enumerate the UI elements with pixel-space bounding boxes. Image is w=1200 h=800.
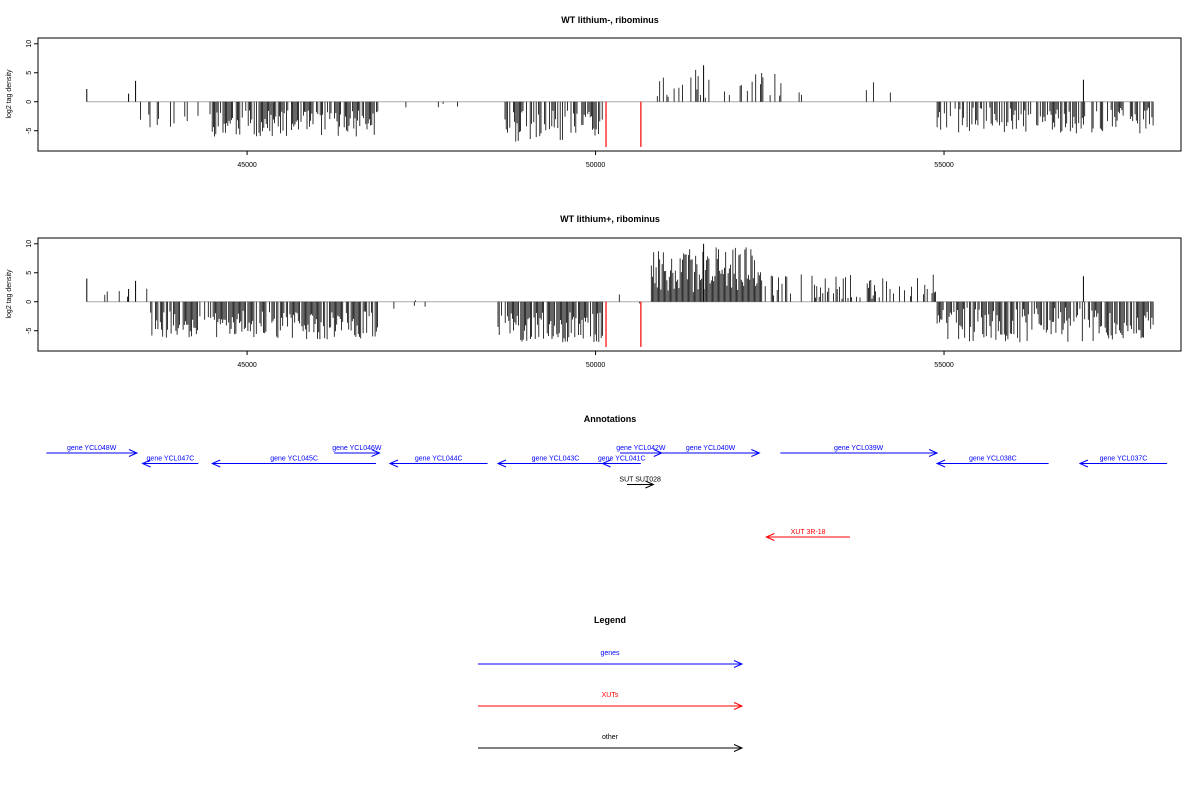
feature-arrow-head [935,459,946,468]
feature-label: gene YCL037C [1100,456,1148,463]
feature-arrow-head [751,449,761,457]
feature-arrow-head [388,459,399,468]
feature-arrow-head [601,459,611,468]
track-panel-lithium-minus: WT lithium-, ribominus log2 tag density … [6,15,1182,169]
annotations-title: Annotations [584,414,637,424]
y-tick-label: 0 [26,100,33,104]
feature-label: gene YCL048W [67,445,117,452]
annotation-feature: gene YCL041C [598,456,646,468]
annotation-feature: gene YCL039W [780,445,939,457]
legend: Legend genes XUTs other [478,615,744,752]
annotation-feature: gene YCL048W [46,445,139,457]
annotation-feature: gene YCL045C [210,456,377,468]
annotation-feature: gene YCL047C [141,456,199,468]
feature-label: XUT 3R-18 [791,529,826,536]
x-tick-label: 50000 [586,362,606,369]
feature-label: gene YCL041C [598,456,646,463]
legend-label: XUTs [602,692,619,699]
legend-arrow-head [733,744,744,752]
feature-label: gene YCL042W [616,445,666,452]
x-axis: 45000 50000 55000 [237,151,954,169]
feature-label: gene YCL046W [332,445,382,452]
feature-arrow-head [765,533,775,541]
red-markers [605,101,642,147]
feature-label: gene YCL039W [834,445,884,452]
legend-arrow-head [733,660,744,668]
feature-label: SUT SUT028 [619,477,661,484]
x-tick-label: 45000 [237,362,257,369]
annotation-feature: XUT 3R-18 [765,529,850,541]
y-axis-label: log2 tag density [6,269,13,319]
y-axis: -5 0 5 10 [26,40,38,134]
y-tick-label: 5 [26,71,33,75]
feature-label: gene YCL040W [686,445,736,452]
legend-arrow-head [733,702,744,710]
feature-arrow-head [128,449,139,457]
annotation-feature: gene YCL040W [661,445,761,457]
x-tick-label: 55000 [934,362,954,369]
signal-bars [86,243,1154,343]
panel-title: WT lithium-, ribominus [561,15,659,25]
feature-label: gene YCL043C [532,456,580,463]
y-tick-label: -5 [26,328,33,334]
feature-label: gene YCL038C [969,456,1017,463]
y-tick-label: -5 [26,128,33,134]
legend-item: other [478,734,744,752]
annotation-feature: gene YCL038C [935,456,1049,468]
legend-title: Legend [594,615,626,625]
feature-arrow-head [1078,459,1089,468]
annotation-feature: gene YCL044C [388,456,488,468]
signal-bars [86,65,1154,142]
y-tick-label: 5 [26,271,33,275]
feature-arrow-head [141,459,151,468]
x-axis: 45000 50000 55000 [237,351,954,369]
red-markers [605,301,642,347]
annotation-features: gene YCL048W gene YCL047C gene YCL045C gene… [46,445,1168,541]
y-tick-label: 10 [26,40,33,48]
legend-label: genes [600,650,620,657]
feature-arrow-head [645,480,655,489]
legend-items: genes XUTs other [478,650,744,752]
panel-title: WT lithium+, ribominus [560,214,660,224]
annotation-feature: SUT SUT028 [619,477,661,489]
y-tick-label: 0 [26,300,33,304]
x-tick-label: 45000 [237,162,257,169]
feature-arrow-head [928,449,939,457]
legend-label: other [602,734,619,741]
feature-arrow-head [371,449,381,457]
y-tick-label: 10 [26,240,33,248]
annotation-feature: gene YCL046W [332,445,382,457]
y-axis-label: log2 tag density [6,69,13,119]
x-tick-label: 50000 [586,162,606,169]
feature-arrow-head [210,459,221,468]
legend-item: genes [478,650,744,668]
annotation-feature: gene YCL043C [496,456,613,468]
annotation-feature: gene YCL037C [1078,456,1168,468]
x-tick-label: 55000 [934,162,954,169]
feature-label: gene YCL047C [147,456,195,463]
feature-arrow-head [496,459,507,468]
plot-frame [37,37,1182,152]
legend-item: XUTs [478,692,744,710]
track-panel-lithium-plus: WT lithium+, ribominus log2 tag density … [6,214,1182,369]
feature-label: gene YCL045C [270,456,318,463]
feature-label: gene YCL044C [415,456,463,463]
plot-frame [37,237,1182,352]
y-axis: -5 0 5 10 [26,240,38,334]
